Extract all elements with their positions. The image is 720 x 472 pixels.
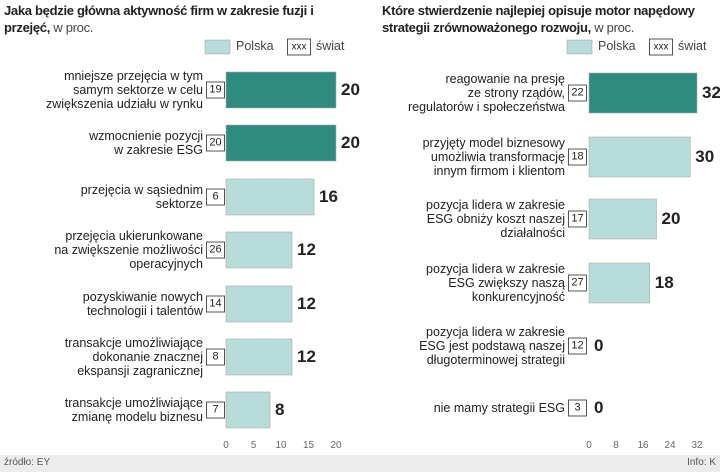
title-text: Które stwierdzenie najlepiej opisuje mot… <box>382 3 695 35</box>
x-tick-label: 15 <box>302 440 315 451</box>
world-value: 22 <box>568 84 587 102</box>
world-value: 26 <box>206 241 225 259</box>
legend-label: Polska <box>236 39 274 53</box>
world-value: 17 <box>568 210 587 228</box>
world-value: 3 <box>568 399 587 417</box>
value-label: 12 <box>297 294 316 313</box>
bar <box>225 71 337 109</box>
value-label: 12 <box>297 347 316 366</box>
bar <box>225 391 271 429</box>
legend-label: świat <box>678 39 707 53</box>
category-label: transakcje umożliwiające zmianę modelu b… <box>64 396 203 424</box>
chart-title: Które stwierdzenie najlepiej opisuje mot… <box>382 2 712 36</box>
chart-title: Jaka będzie główna aktywność firm w zakr… <box>4 2 349 36</box>
value-label: 0 <box>594 336 604 355</box>
value-label: 12 <box>297 240 316 259</box>
bar <box>225 338 293 376</box>
x-tick-label: 24 <box>664 440 676 451</box>
world-value: 14 <box>206 295 225 313</box>
world-value: 20 <box>206 134 225 152</box>
world-value: 8 <box>206 348 225 366</box>
world-value: 12 <box>568 337 587 355</box>
bar <box>225 178 315 216</box>
bar <box>588 262 651 304</box>
subtitle: w proc. <box>594 20 635 35</box>
category-label: pozycja lidera w zakresie ESG jest podst… <box>419 325 565 367</box>
world-value: 19 <box>206 81 225 99</box>
x-tick-label: 16 <box>637 440 649 451</box>
category-label: transakcje umożliwiające dokonanie znacz… <box>64 336 203 378</box>
value-label: 0 <box>594 398 604 417</box>
x-tick-label: 0 <box>586 440 592 451</box>
category-label: pozycja lidera w zakresie ESG obniży kos… <box>426 198 565 240</box>
category-label: pozyskiwanie nowych technologii i talent… <box>82 290 203 318</box>
x-tick-label: 8 <box>613 440 619 451</box>
category-label: nie mamy strategii ESG <box>433 401 565 415</box>
subtitle: w proc. <box>53 20 94 35</box>
world-value: 7 <box>206 401 225 419</box>
category-label: wzmocnienie pozycji w zakresie ESG <box>89 129 203 157</box>
legend-sample: xxx <box>287 38 311 56</box>
value-label: 32 <box>702 83 720 102</box>
value-label: 16 <box>319 187 338 206</box>
world-value: 18 <box>568 148 587 166</box>
x-tick-label: 10 <box>275 440 287 451</box>
bar <box>225 285 293 323</box>
title-text: Jaka będzie główna aktywność firm w zakr… <box>4 3 314 35</box>
category-label: przejęcia ukierunkowane na zwiększenie m… <box>54 229 203 271</box>
value-label: 20 <box>341 80 360 99</box>
source: źródło: EY <box>4 457 51 468</box>
bar <box>588 72 698 114</box>
x-tick-label: 32 <box>691 440 703 451</box>
x-tick-label: 20 <box>330 440 342 451</box>
category-label: reagowanie na presję ze strony rządów, r… <box>407 72 565 114</box>
legend-label: Polska <box>598 39 636 53</box>
value-label: 18 <box>654 273 674 292</box>
x-tick-label: 0 <box>223 440 229 451</box>
value-label: 20 <box>661 209 681 228</box>
value-label: 30 <box>695 147 715 166</box>
x-tick-label: 5 <box>250 440 257 451</box>
value-label: 8 <box>275 400 285 419</box>
bar <box>588 136 691 178</box>
legend-sample: xxx <box>649 38 673 56</box>
bar <box>225 124 337 162</box>
legend-label: świat <box>316 39 345 53</box>
value-label: 20 <box>341 133 360 152</box>
legend-swatch <box>204 39 231 55</box>
bar <box>225 231 293 269</box>
category-label: przejęcia w sąsiednim sektorze <box>80 183 203 211</box>
credit: Info: K <box>687 457 716 468</box>
world-value: 27 <box>568 274 587 292</box>
world-value: 6 <box>206 188 225 206</box>
category-label: mniejsze przejęcia w tym samym sektorze … <box>45 69 203 111</box>
category-label: pozycja lidera w zakresie ESG zwiększy n… <box>426 262 565 304</box>
footer-band <box>0 455 720 472</box>
bar <box>588 198 657 240</box>
category-label: przyjęty model biznesowy umożliwia trans… <box>422 136 565 178</box>
legend-swatch <box>566 39 593 55</box>
